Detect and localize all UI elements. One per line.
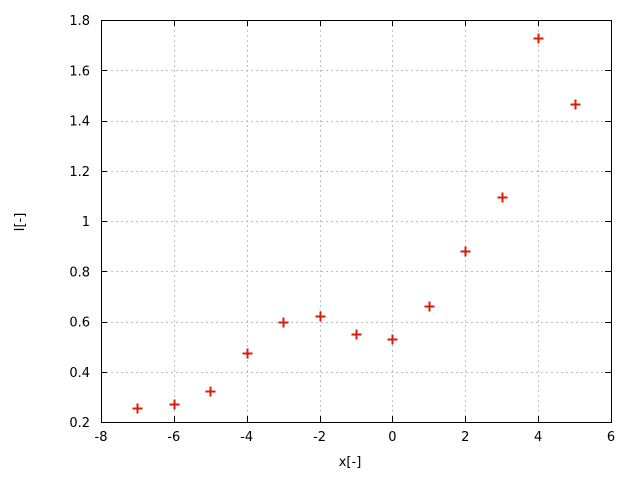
data-point-marker [242, 348, 253, 359]
data-point-marker [351, 329, 362, 340]
x-tick-label: 2 [461, 430, 469, 445]
x-tick-label: 6 [607, 430, 615, 445]
y-tick-label: 1.6 [69, 64, 90, 79]
data-point-marker [387, 334, 398, 345]
y-tick-label: 0.6 [69, 316, 90, 331]
y-tick-label: 1 [82, 215, 90, 230]
y-tick-label: 1.2 [69, 165, 90, 180]
y-axis-title: I[-] [13, 213, 28, 232]
tick-marks [100, 19, 613, 424]
y-axis-tick-labels: 0.2 0.4 0.6 0.8 1 1.2 1.4 1.6 1.8 [69, 14, 90, 431]
gridlines [101, 20, 611, 422]
data-point-marker [278, 317, 289, 328]
x-tick-label: -6 [167, 430, 180, 445]
data-point-marker [497, 192, 508, 203]
y-tick-label: 1.4 [69, 115, 90, 130]
data-point-marker [570, 99, 581, 110]
x-tick-label: -8 [95, 430, 108, 445]
data-point-marker [533, 33, 544, 44]
data-point-marker [169, 399, 180, 410]
x-axis-title: x[-] [339, 455, 362, 470]
x-tick-label: -2 [313, 430, 326, 445]
y-tick-label: 0.2 [69, 416, 90, 431]
data-point-marker [315, 311, 326, 322]
data-point-marker [205, 386, 216, 397]
data-point-marker [132, 403, 143, 414]
data-point-markers [132, 33, 581, 414]
data-point-marker [460, 246, 471, 257]
x-axis-tick-labels: -8 -6 -4 -2 0 2 4 6 [95, 430, 616, 445]
data-point-marker [424, 301, 435, 312]
y-tick-label: 0.8 [69, 265, 90, 280]
x-tick-label: 4 [534, 430, 542, 445]
x-tick-label: -4 [240, 430, 253, 445]
y-tick-label: 1.8 [69, 14, 90, 29]
x-tick-label: 0 [388, 430, 396, 445]
y-tick-label: 0.4 [69, 366, 90, 381]
